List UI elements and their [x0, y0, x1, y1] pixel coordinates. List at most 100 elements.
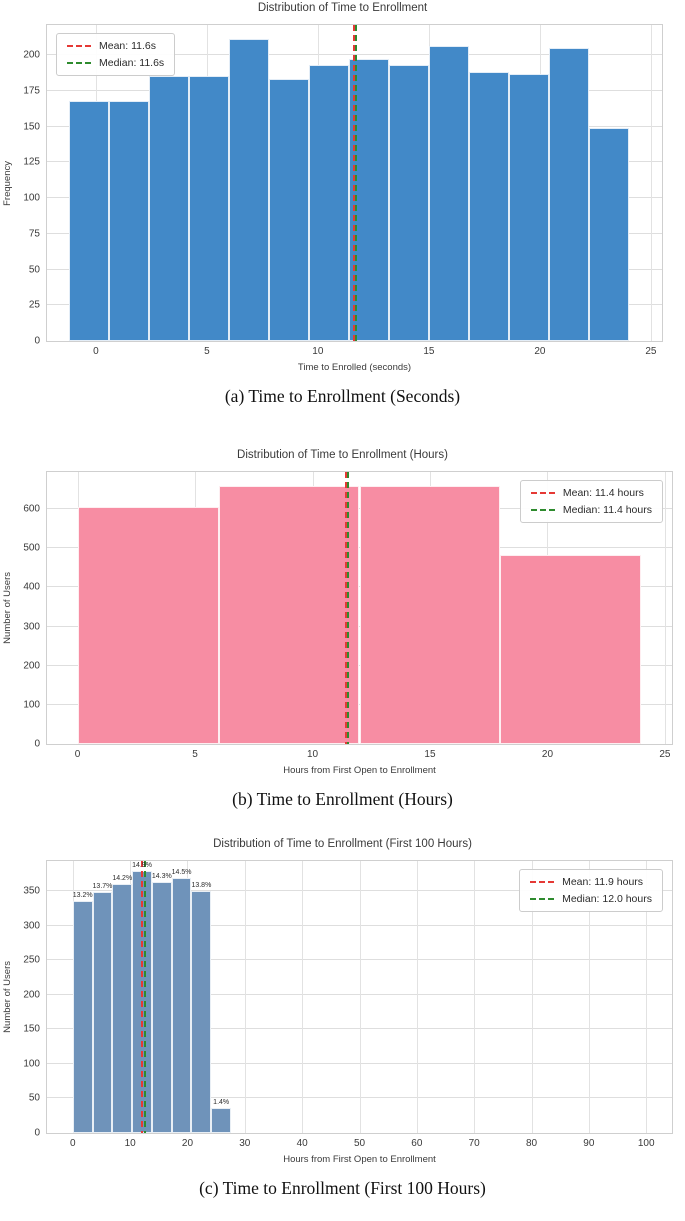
histogram-bar	[308, 65, 349, 341]
legend: Mean: 11.4 hours Median: 11.4 hours	[519, 480, 663, 523]
x-axis-label: Time to Enrolled (seconds)	[297, 362, 412, 373]
y-tick-label: 350	[23, 885, 40, 897]
plot-area-hours: 0 100 200 300 400 500 600 0 5 10 15 20 25 Mean: 11.4 …	[23, 471, 673, 760]
histogram-bar	[109, 100, 150, 341]
gridline-vertical	[474, 861, 476, 1133]
gridline-vertical	[650, 25, 652, 341]
legend-entry-median: Median: 12.0 hours	[530, 893, 652, 905]
x-tick-label: 60	[411, 1138, 423, 1149]
figure-caption: (b) Time to Enrollment (Hours)	[232, 789, 453, 809]
histogram-bar	[508, 73, 549, 341]
x-tick-label: 25	[645, 346, 657, 357]
y-tick-label: 50	[28, 264, 40, 276]
x-tick-label: 15	[423, 346, 435, 357]
histogram-bar	[428, 46, 469, 341]
histogram-bar	[548, 47, 589, 341]
figure-caption: (c) Time to Enrollment (First 100 Hours)	[199, 1178, 486, 1198]
x-tick-label: 5	[192, 749, 198, 760]
y-tick-label: 500	[23, 542, 40, 554]
y-tick-label: 300	[23, 920, 40, 932]
y-axis-label: Number of Users	[1, 961, 13, 1033]
y-tick-label: 200	[23, 660, 40, 672]
legend-entry-median-label: Median: 11.4 hours	[562, 504, 652, 516]
plot-area-first-100-hours: 0 50 100 150 200 250 300 350 0 10 20 30 40 50 60 70 80 90…	[23, 860, 673, 1149]
figure-time-to-enrollment-hours: Distribution of Time to Enrollment (Hour…	[0, 449, 685, 810]
plot-area-seconds: 0 25 50 75 100 125 150 175 200 0 5 10 15 20 25 Mean: 11…	[23, 24, 663, 357]
legend-entry-mean-label: Mean: 11.4 hours	[562, 487, 644, 499]
histogram-bar	[72, 901, 93, 1133]
y-tick-label: 125	[23, 156, 40, 168]
y-tick-label: 250	[23, 954, 40, 966]
bar-percent-label: 14.2%	[112, 874, 133, 882]
bar-percent-label: 13.2%	[72, 892, 93, 900]
histogram-bar	[171, 878, 192, 1133]
y-tick-label: 100	[23, 192, 40, 204]
x-tick-label: 0	[93, 346, 99, 357]
figure-time-to-enrollment-seconds: Distribution of Time to Enrollment Frequ…	[0, 0, 685, 407]
legend: Mean: 11.6s Median: 11.6s	[56, 33, 176, 76]
bar-percent-label: 13.7%	[92, 883, 113, 891]
x-tick-label: 50	[353, 1138, 366, 1149]
y-tick-label: 0	[34, 335, 40, 347]
legend-swatch-median-dash-icon	[530, 898, 555, 900]
legend-swatch-mean-dash-icon	[67, 45, 91, 47]
histogram-bar	[588, 127, 629, 341]
mean-line	[141, 861, 144, 1133]
y-tick-label: 400	[23, 581, 40, 593]
histogram-bar	[229, 39, 269, 341]
x-tick-label: 0	[70, 1138, 76, 1149]
figure-caption: (a) Time to Enrollment (Seconds)	[224, 386, 461, 406]
x-tick-label: 100	[637, 1138, 655, 1149]
legend-entry-median: Median: 11.4 hours	[530, 504, 652, 516]
x-tick-label: 80	[525, 1138, 538, 1149]
legend-entry-mean: Mean: 11.4 hours	[530, 487, 652, 499]
y-tick-label: 200	[23, 989, 40, 1001]
y-tick-label: 100	[23, 699, 40, 711]
mean-line	[353, 25, 356, 341]
bar-percent-label: 13.8%	[191, 881, 212, 889]
gridline-vertical	[646, 861, 648, 1133]
chart-title: Distribution of Time to Enrollment	[257, 2, 428, 14]
histogram-bar	[211, 1108, 232, 1133]
legend-entry-mean-label: Mean: 11.6s	[99, 40, 157, 52]
gridline-vertical	[588, 861, 590, 1133]
x-tick-label: 20	[181, 1138, 194, 1149]
y-tick-label: 150	[23, 1023, 40, 1035]
histogram-bar	[189, 76, 230, 341]
y-axis-label: Frequency	[1, 160, 13, 206]
x-tick-label: 70	[468, 1138, 480, 1149]
y-tick-label: 100	[23, 1058, 40, 1070]
y-tick-label: 0	[34, 1127, 40, 1139]
legend-swatch-median-dash-icon	[67, 62, 91, 64]
gridline-vertical	[244, 861, 246, 1133]
x-axis-label: Hours from First Open to Enrollment	[283, 765, 436, 776]
x-tick-label: 5	[204, 346, 210, 357]
histogram-bar	[149, 76, 190, 341]
histogram-bar	[69, 100, 110, 341]
histogram-bar	[269, 79, 309, 341]
x-axis-label: Hours from First Open to Enrollment	[283, 1154, 436, 1165]
legend-entry-mean: Mean: 11.9 hours	[530, 876, 652, 888]
y-tick-label: 600	[23, 503, 40, 515]
histogram-bar	[468, 72, 509, 341]
gridline-vertical	[664, 472, 666, 744]
bar-percent-label: 14.3%	[151, 872, 172, 880]
y-tick-label: 75	[28, 228, 40, 240]
histogram-bar	[359, 485, 501, 744]
gridline-vertical	[359, 861, 361, 1133]
legend-entry-mean: Mean: 11.6s	[67, 40, 164, 52]
x-tick-label: 30	[239, 1138, 251, 1149]
y-tick-label: 175	[23, 85, 40, 97]
y-tick-label: 150	[23, 121, 40, 133]
legend-swatch-median-dash-icon	[530, 509, 555, 511]
histogram-bar	[500, 555, 642, 744]
x-tick-label: 10	[124, 1138, 136, 1149]
chart-title: Distribution of Time to Enrollment (Firs…	[213, 838, 472, 850]
legend-swatch-mean-dash-icon	[530, 881, 555, 883]
bar-percent-label: 14.9%	[132, 862, 152, 870]
y-tick-label: 0	[34, 738, 40, 750]
y-tick-label: 200	[23, 49, 40, 61]
legend-entry-median: Median: 11.6s	[67, 57, 164, 69]
y-tick-label: 50	[28, 1092, 40, 1104]
median-line	[355, 25, 358, 341]
